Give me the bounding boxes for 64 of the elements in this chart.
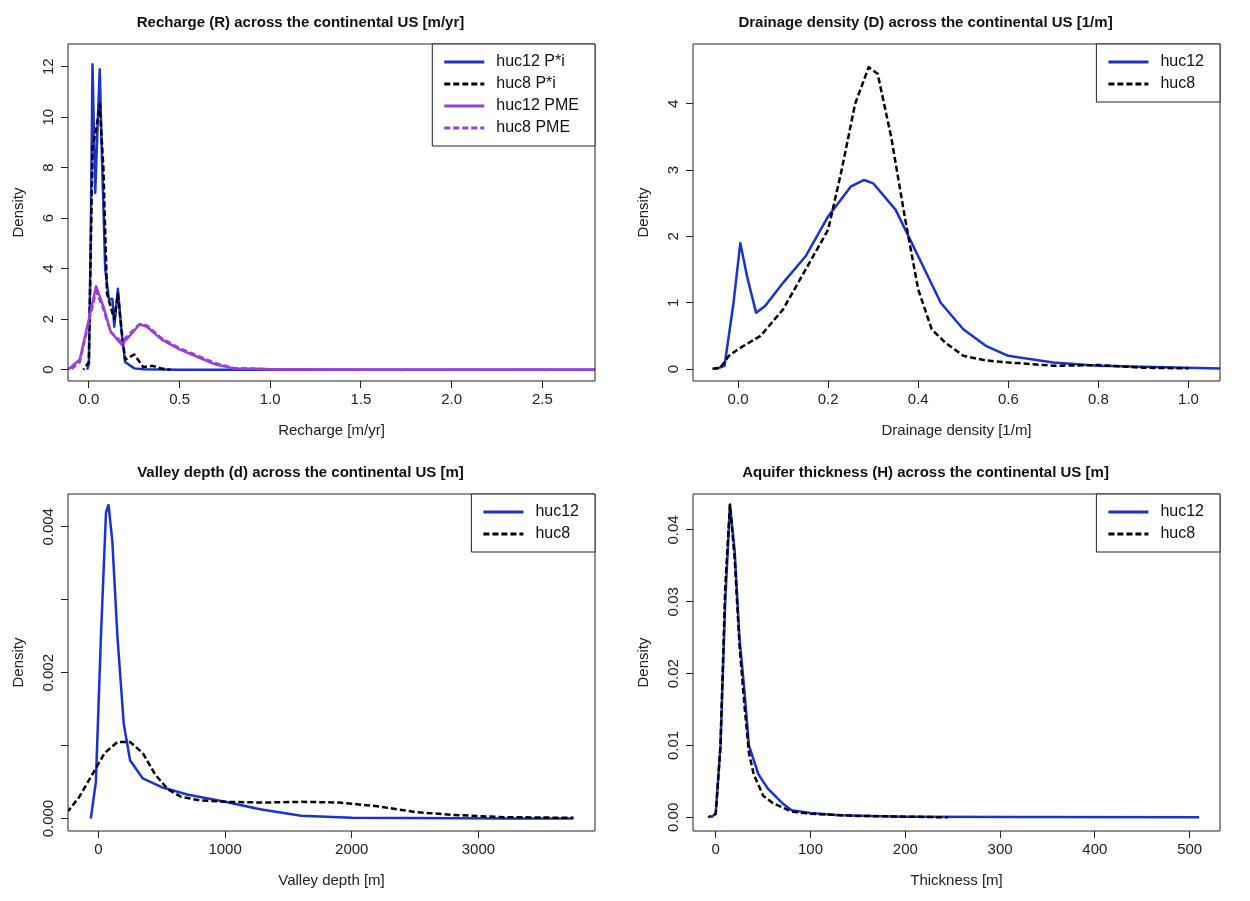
x-tick-label: 1.0 [1178,390,1199,408]
x-tick-label: 2000 [335,840,369,858]
y-tick-label: 0.004 [38,508,56,546]
x-tick-label: 0 [711,840,720,858]
legend-label: huc8 [1160,74,1196,92]
y-tick-label: 3 [663,165,681,175]
chart-title: Drainage density (D) across the continental US [1/m] [738,13,1113,31]
y-tick-label: 0.000 [38,799,56,838]
legend-label: huc12 PME [496,96,580,114]
x-tick-label: 1.0 [259,390,281,408]
y-tick-label: 4 [663,99,681,108]
legend-label: huc12 P*i [496,52,565,70]
y-tick-label: 0.03 [663,587,681,617]
x-tick-label: 0.8 [1087,390,1109,408]
y-tick-label: 0.02 [663,659,681,689]
x-tick-label: 3000 [461,840,496,858]
x-tick-label: 200 [892,840,918,858]
legend-label: huc8 PME [496,118,571,136]
x-tick-label: 300 [987,840,1013,858]
y-tick-label: 2 [663,232,681,241]
y-tick-label: 0.01 [663,730,681,761]
legend-label: huc12 [1160,52,1205,70]
x-tick-label: 0 [94,840,103,858]
chart-title: Aquifer thickness (H) across the continental US [m] [742,463,1109,481]
y-axis-title: Density [9,187,27,238]
x-tick-label: 100 [798,840,824,858]
x-axis-title: Drainage density [1/m] [881,421,1032,439]
y-tick-label: 2 [38,314,56,324]
chart-title: Valley depth (d) across the continental US [m] [137,463,464,481]
legend-label: huc8 [1160,524,1196,542]
x-tick-label: 2.0 [441,390,463,408]
legend-label: huc12 [535,502,580,520]
x-tick-label: 0.6 [997,390,1019,408]
x-tick-label: 500 [1177,840,1203,858]
x-tick-label: 0.5 [169,390,190,408]
y-axis-title: Density [9,637,27,688]
legend-label: huc8 P*i [496,74,556,92]
legend-label: huc8 [535,524,571,542]
x-axis-title: Thickness [m] [910,871,1003,889]
y-tick-label: 0 [663,364,681,374]
y-tick-label: 0.04 [663,515,681,545]
y-tick-label: 12 [38,58,56,76]
y-tick-label: 4 [38,264,56,273]
y-tick-label: 8 [38,163,56,172]
y-tick-label: 0.002 [38,653,56,692]
x-tick-label: 0.0 [78,390,100,408]
y-tick-label: 1 [663,298,681,307]
x-axis-title: Valley depth [m] [278,871,385,889]
y-tick-label: 0.00 [663,802,681,832]
x-tick-label: 400 [1082,840,1108,858]
y-axis-title: Density [634,637,652,688]
chart-title: Recharge (R) across the continental US [m/yr] [136,13,465,31]
x-tick-label: 1.5 [350,390,372,408]
y-tick-label: 10 [38,108,56,126]
x-tick-label: 1000 [208,840,242,858]
y-axis-title: Density [634,187,652,238]
y-tick-label: 0 [38,365,56,374]
y-tick-label: 6 [38,214,56,223]
x-tick-label: 0.0 [727,390,749,408]
x-tick-label: 0.4 [907,390,929,408]
x-tick-label: 0.2 [817,390,839,408]
x-tick-label: 2.5 [531,390,553,408]
legend-label: huc12 [1160,502,1205,520]
x-axis-title: Recharge [m/yr] [278,421,385,439]
